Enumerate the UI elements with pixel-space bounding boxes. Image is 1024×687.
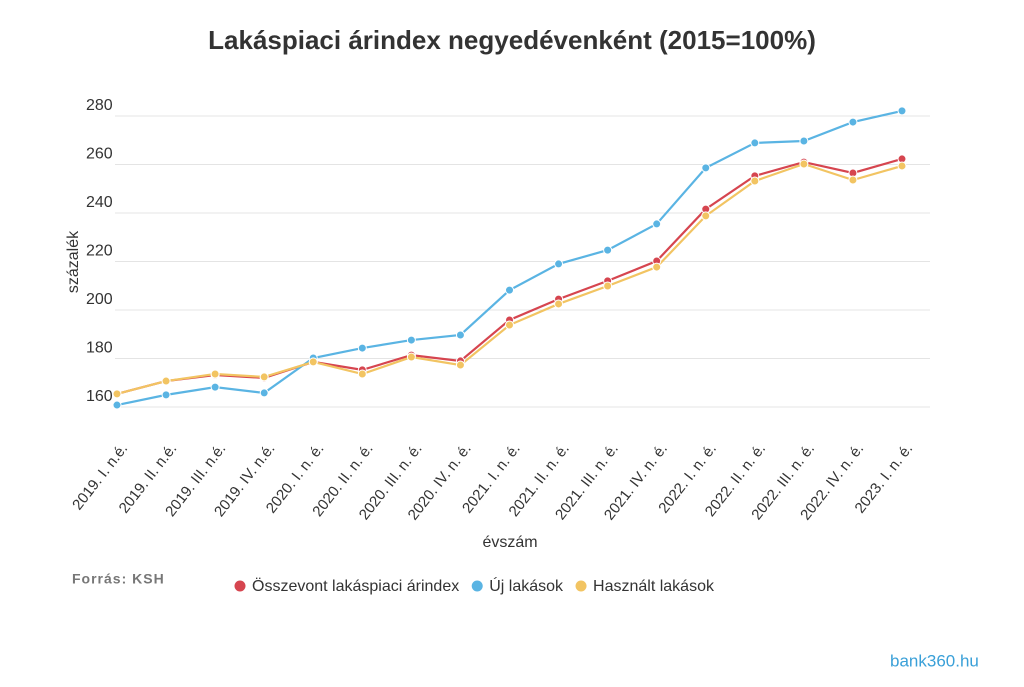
data-point	[603, 245, 613, 255]
data-point	[455, 330, 465, 340]
y-tick-label: 160	[86, 388, 113, 405]
legend-label: Használt lakások	[593, 578, 715, 595]
data-point	[750, 138, 760, 148]
data-point	[161, 390, 171, 400]
data-point	[259, 388, 269, 398]
data-point	[357, 343, 367, 353]
data-point	[799, 136, 809, 146]
y-tick-label: 220	[86, 243, 113, 260]
y-tick-label: 240	[86, 194, 113, 211]
data-point	[603, 281, 613, 291]
data-point	[505, 320, 514, 330]
legend-label: Összevont lakáspiaci árindex	[252, 577, 459, 595]
data-point	[406, 335, 416, 345]
data-point	[259, 372, 269, 382]
y-tick-label: 200	[86, 291, 113, 308]
data-point	[554, 299, 564, 309]
x-axis-title: évszám	[482, 534, 537, 551]
data-point	[701, 163, 711, 173]
data-point	[652, 262, 662, 272]
data-point	[112, 389, 122, 399]
source-note: Forrás: KSH	[72, 571, 165, 587]
legend-marker	[471, 580, 483, 592]
data-point	[897, 161, 907, 171]
y-tick-label: 280	[86, 97, 113, 114]
data-point	[308, 357, 318, 367]
logo: bank360.hu	[890, 651, 979, 670]
data-point	[652, 219, 662, 229]
data-point	[701, 211, 711, 221]
data-point	[554, 259, 564, 269]
chart-title: Lakáspiaci árindex negyedévenként (2015=…	[208, 25, 816, 55]
y-tick-label: 180	[86, 340, 113, 357]
data-point	[848, 117, 858, 127]
data-point	[210, 382, 220, 392]
data-point	[357, 369, 367, 379]
data-point	[848, 175, 858, 185]
data-point	[799, 159, 809, 169]
series-line	[116, 109, 903, 407]
y-tick-label: 260	[86, 146, 113, 163]
data-point	[455, 360, 465, 370]
legend-marker	[575, 580, 587, 592]
legend-label: Új lakások	[489, 576, 564, 595]
data-point	[112, 400, 122, 410]
data-point	[406, 352, 416, 362]
data-point	[505, 285, 514, 295]
data-point	[750, 176, 760, 186]
data-point	[161, 376, 171, 386]
data-point	[897, 106, 907, 116]
series-line	[116, 162, 903, 395]
y-axis-title: százalék	[65, 230, 82, 293]
legend-marker	[234, 580, 246, 592]
data-point	[210, 369, 220, 379]
